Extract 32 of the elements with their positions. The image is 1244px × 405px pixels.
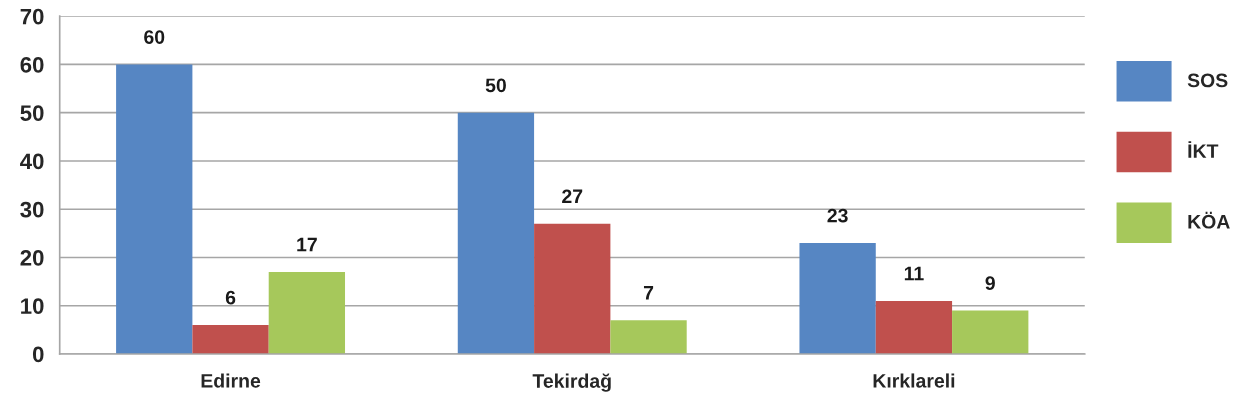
- bar: [534, 223, 611, 354]
- x-tick-label: Kırklareli: [873, 373, 955, 388]
- legend-label: İKT: [1188, 141, 1219, 158]
- y-tick-label: 10: [21, 298, 44, 314]
- y-tick-label: 60: [20, 56, 44, 73]
- bar: [952, 310, 1029, 354]
- y-tick-label: 40: [20, 153, 44, 170]
- data-label: 7: [643, 286, 654, 300]
- bar: [875, 300, 953, 354]
- x-tick-label: Tekirdağ: [532, 373, 611, 392]
- data-label: 27: [562, 189, 583, 203]
- data-label: 9: [985, 276, 995, 291]
- y-tick-label: 50: [20, 105, 44, 121]
- bar: [192, 325, 269, 354]
- x-tick-label: Edirne: [201, 373, 261, 388]
- data-label: 6: [225, 290, 236, 305]
- y-tick-label: 20: [20, 250, 44, 266]
- y-tick-label: 70: [20, 8, 44, 25]
- bar: [610, 320, 687, 354]
- y-tick-label: 30: [20, 201, 44, 218]
- legend-label: SOS: [1187, 73, 1228, 88]
- bar: [457, 112, 535, 354]
- legend-label: KÖA: [1188, 211, 1230, 229]
- data-label: 17: [297, 237, 317, 252]
- data-label: 11: [904, 266, 924, 281]
- bar: [116, 64, 193, 354]
- data-label: 50: [485, 78, 506, 93]
- data-label: 23: [827, 208, 848, 223]
- data-label: 60: [144, 30, 165, 44]
- y-tick-label: 0: [32, 346, 44, 363]
- bar: [268, 271, 346, 354]
- bar: [799, 242, 876, 354]
